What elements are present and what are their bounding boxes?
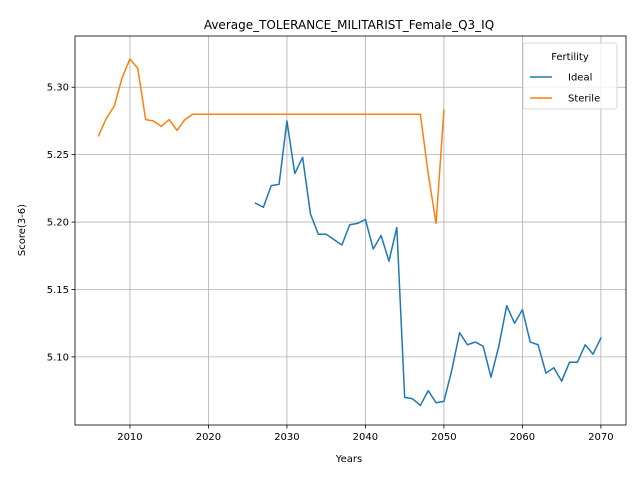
- plot-area-border: [74, 35, 627, 426]
- legend-label-ideal: Ideal: [568, 73, 592, 84]
- x-axis-ticks: 2010 2020 2030 2040 2050 2060 2070: [117, 425, 614, 443]
- legend-label-sterile: Sterile: [568, 94, 600, 105]
- axes-frame: [74, 35, 627, 426]
- series-lines: [97, 58, 602, 407]
- x-tick-label: 2040: [353, 432, 378, 443]
- legend-frame: [522, 42, 618, 110]
- grid-lines: [75, 36, 626, 425]
- y-tick-label: 5.10: [47, 352, 69, 363]
- y-tick-label: 5.15: [47, 285, 69, 296]
- y-axis-ticks: 5.10 5.15 5.20 5.25 5.30: [47, 83, 75, 363]
- y-tick-label: 5.20: [47, 218, 69, 229]
- y-tick-label: 5.25: [47, 150, 69, 161]
- x-axis-label: Years: [335, 454, 362, 465]
- legend-title: Fertility: [551, 52, 589, 63]
- x-tick-label: 2060: [510, 432, 535, 443]
- x-tick-label: 2050: [431, 432, 456, 443]
- y-tick-label: 5.30: [47, 83, 69, 94]
- legend: Fertility Ideal Sterile: [522, 42, 618, 110]
- series-line-ideal: [254, 120, 602, 407]
- x-tick-label: 2010: [117, 432, 142, 443]
- chart-title: Average_TOLERANCE_MILITARIST_Female_Q3_I…: [204, 18, 494, 32]
- x-tick-label: 2030: [274, 432, 299, 443]
- y-axis-label: Score(3-6): [17, 204, 28, 256]
- series-line-sterile: [97, 58, 445, 225]
- legend-items: Ideal Sterile: [530, 73, 600, 105]
- x-tick-label: 2020: [196, 432, 221, 443]
- x-tick-label: 2070: [588, 432, 613, 443]
